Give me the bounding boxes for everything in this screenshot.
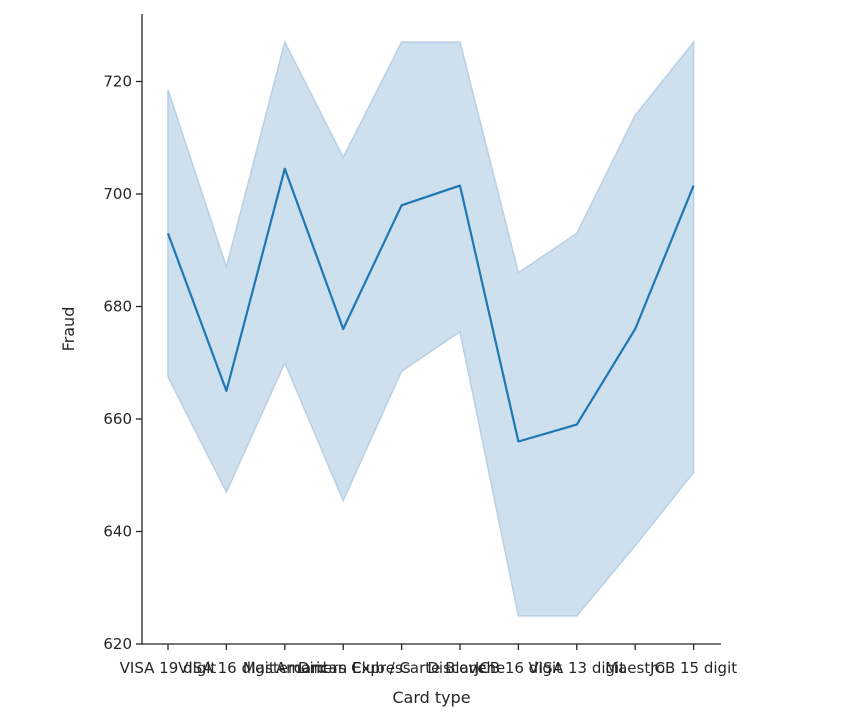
- x-tick-label: American Express: [276, 659, 411, 677]
- data-point: [575, 423, 579, 427]
- data-point: [341, 327, 345, 331]
- data-point: [400, 203, 404, 207]
- confidence-band: [167, 39, 695, 617]
- x-axis-label: Card type: [392, 688, 470, 707]
- y-tick-label: 680: [103, 298, 132, 316]
- data-point: [224, 389, 228, 393]
- x-tick-label: Diners Club / Carte Blanche: [298, 659, 505, 677]
- y-axis-label: Fraud: [59, 307, 78, 352]
- y-tick-label: 640: [103, 523, 132, 541]
- data-point: [633, 327, 637, 331]
- y-tick-label: 660: [103, 410, 132, 428]
- data-point: [283, 167, 287, 171]
- x-tick-label: Mastercard: [243, 659, 327, 677]
- y-tick-label: 720: [103, 73, 132, 91]
- x-tick-label: VISA 13 digit: [528, 659, 625, 677]
- y-ticks: 620 640 660 680 700 720: [103, 73, 142, 653]
- x-tick-label: Discover: [427, 659, 493, 677]
- series-line: [166, 167, 695, 443]
- data-point: [692, 184, 696, 188]
- x-tick-label: VISA 16 digit: [178, 659, 275, 677]
- x-tick-label: JCB 15 digit: [649, 659, 737, 677]
- series-line-layer: [166, 167, 696, 444]
- data-point: [516, 440, 520, 444]
- confidence-band-layer: [167, 39, 695, 617]
- x-tick-label: Maestro: [605, 659, 665, 677]
- x-tick-label: VISA 19 digit: [120, 659, 217, 677]
- x-tick-label: JCB 16 digit: [474, 659, 562, 677]
- y-tick-label: 620: [103, 635, 132, 653]
- y-tick-label: 700: [103, 185, 132, 203]
- data-point: [458, 184, 462, 188]
- axes-layer: [141, 14, 721, 645]
- data-point: [166, 231, 170, 235]
